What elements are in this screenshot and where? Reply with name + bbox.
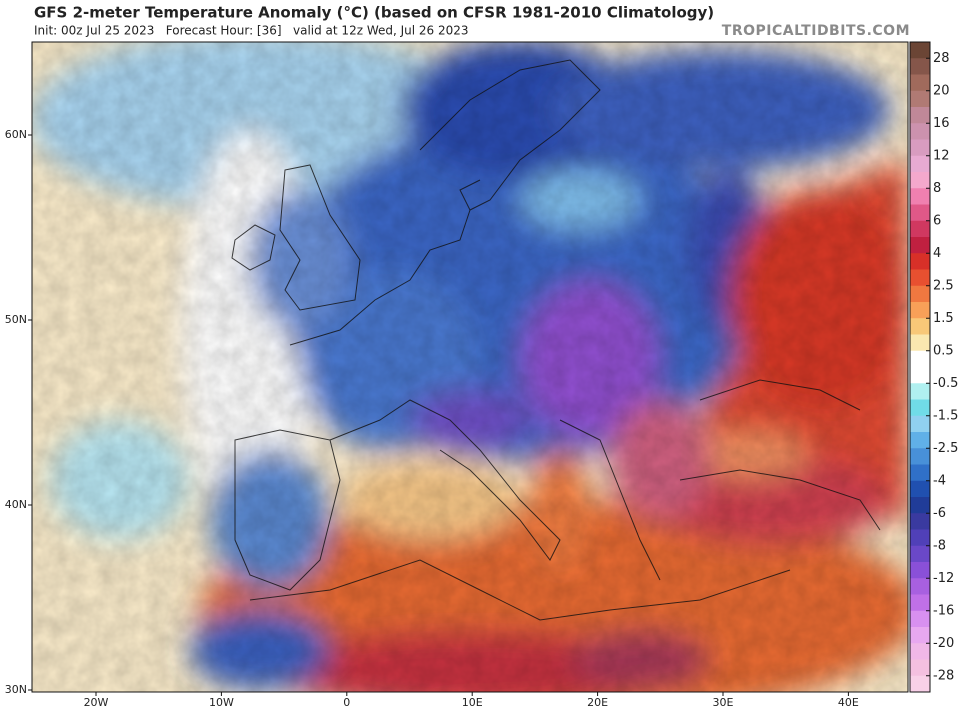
colorbar-cell: [910, 675, 930, 693]
colorbar-cell: [910, 464, 930, 482]
colorbar-cell: [910, 415, 930, 433]
colorbar-cell: [910, 220, 930, 238]
colorbar-cell: [910, 643, 930, 660]
colorbar-cell: [910, 627, 930, 644]
title: GFS 2-meter Temperature Anomaly (°C) (ba…: [34, 4, 714, 22]
watermark: TROPICALTIDBITS.COM: [722, 23, 910, 39]
colorbar-cell: [910, 237, 930, 254]
colorbar-cell: [910, 139, 930, 157]
colorbar-cell: [910, 123, 930, 140]
colorbar-frame: [909, 41, 931, 693]
colorbar-label: 0.5: [933, 343, 954, 358]
lon-label: 20W: [84, 696, 109, 709]
colorbar-label: 16: [933, 116, 950, 131]
colorbar-cell: [910, 497, 930, 514]
colorbar-label: 28: [933, 51, 950, 66]
colorbar-label: -20: [933, 636, 954, 651]
colorbar-label: -6: [933, 506, 946, 521]
colorbar-cell: [910, 74, 930, 92]
colorbar-cell: [910, 334, 930, 352]
colorbar-label: 6: [933, 213, 941, 228]
colorbar-cell: [910, 480, 930, 498]
lon-label: 10E: [462, 696, 483, 709]
colorbar-cell: [910, 659, 930, 677]
colorbar-cell: [910, 90, 930, 108]
colorbar-cell: [910, 269, 930, 287]
colorbar-label: -28: [933, 668, 954, 683]
subtitle: Init: 00z Jul 25 2023 Forecast Hour: [36…: [34, 24, 469, 38]
colorbar-cell: [910, 513, 930, 530]
lat-label: 40N: [5, 498, 27, 511]
lon-label: 20E: [587, 696, 608, 709]
colorbar-cell: [910, 367, 930, 384]
colorbar-cell: [910, 318, 930, 335]
colorbar-label: 1.5: [933, 311, 954, 326]
colorbar-cell: [910, 545, 930, 563]
colorbar-cell: [910, 42, 930, 59]
colorbar-cell: [910, 594, 930, 612]
map-frame: [31, 41, 909, 693]
colorbar-cell: [910, 383, 930, 400]
colorbar-cell: [910, 253, 930, 270]
lon-label: 0: [343, 696, 350, 709]
colorbar-label: 8: [933, 181, 941, 196]
colorbar-cell: [910, 204, 930, 222]
colorbar-cell: [910, 302, 930, 319]
colorbar-cell: [910, 350, 930, 368]
colorbar-cell: [910, 58, 930, 75]
colorbar-label: -0.5: [933, 376, 958, 391]
colorbar-cell: [910, 172, 930, 189]
colorbar-label: -4: [933, 473, 946, 488]
lat-label: 30N: [5, 683, 27, 696]
colorbar-cell: [910, 285, 930, 303]
lat-label: 50N: [5, 313, 27, 326]
colorbar-cell: [910, 610, 930, 628]
colorbar-label: -16: [933, 603, 954, 618]
colorbar-label: -2.5: [933, 441, 958, 456]
colorbar-label: -1.5: [933, 408, 958, 423]
lon-label: 30E: [713, 696, 734, 709]
colorbar-label: 4: [933, 246, 941, 261]
lat-label: 60N: [5, 128, 27, 141]
colorbar-label: 20: [933, 83, 950, 98]
colorbar-cell: [910, 529, 930, 547]
colorbar-cell: [910, 578, 930, 595]
colorbar-label: 12: [933, 148, 950, 163]
colorbar-cell: [910, 448, 930, 465]
lon-label: 10W: [209, 696, 234, 709]
colorbar-cell: [910, 188, 930, 205]
colorbar-cell: [910, 562, 930, 579]
map-field: [32, 42, 908, 692]
colorbar-cell: [910, 107, 930, 124]
colorbar-label: 2.5: [933, 278, 954, 293]
lon-label: 40E: [838, 696, 859, 709]
colorbar-label: -8: [933, 538, 946, 553]
colorbar-cell: [910, 432, 930, 449]
colorbar-label: -12: [933, 571, 954, 586]
colorbar-cell: [910, 399, 930, 417]
colorbar-cell: [910, 155, 930, 173]
